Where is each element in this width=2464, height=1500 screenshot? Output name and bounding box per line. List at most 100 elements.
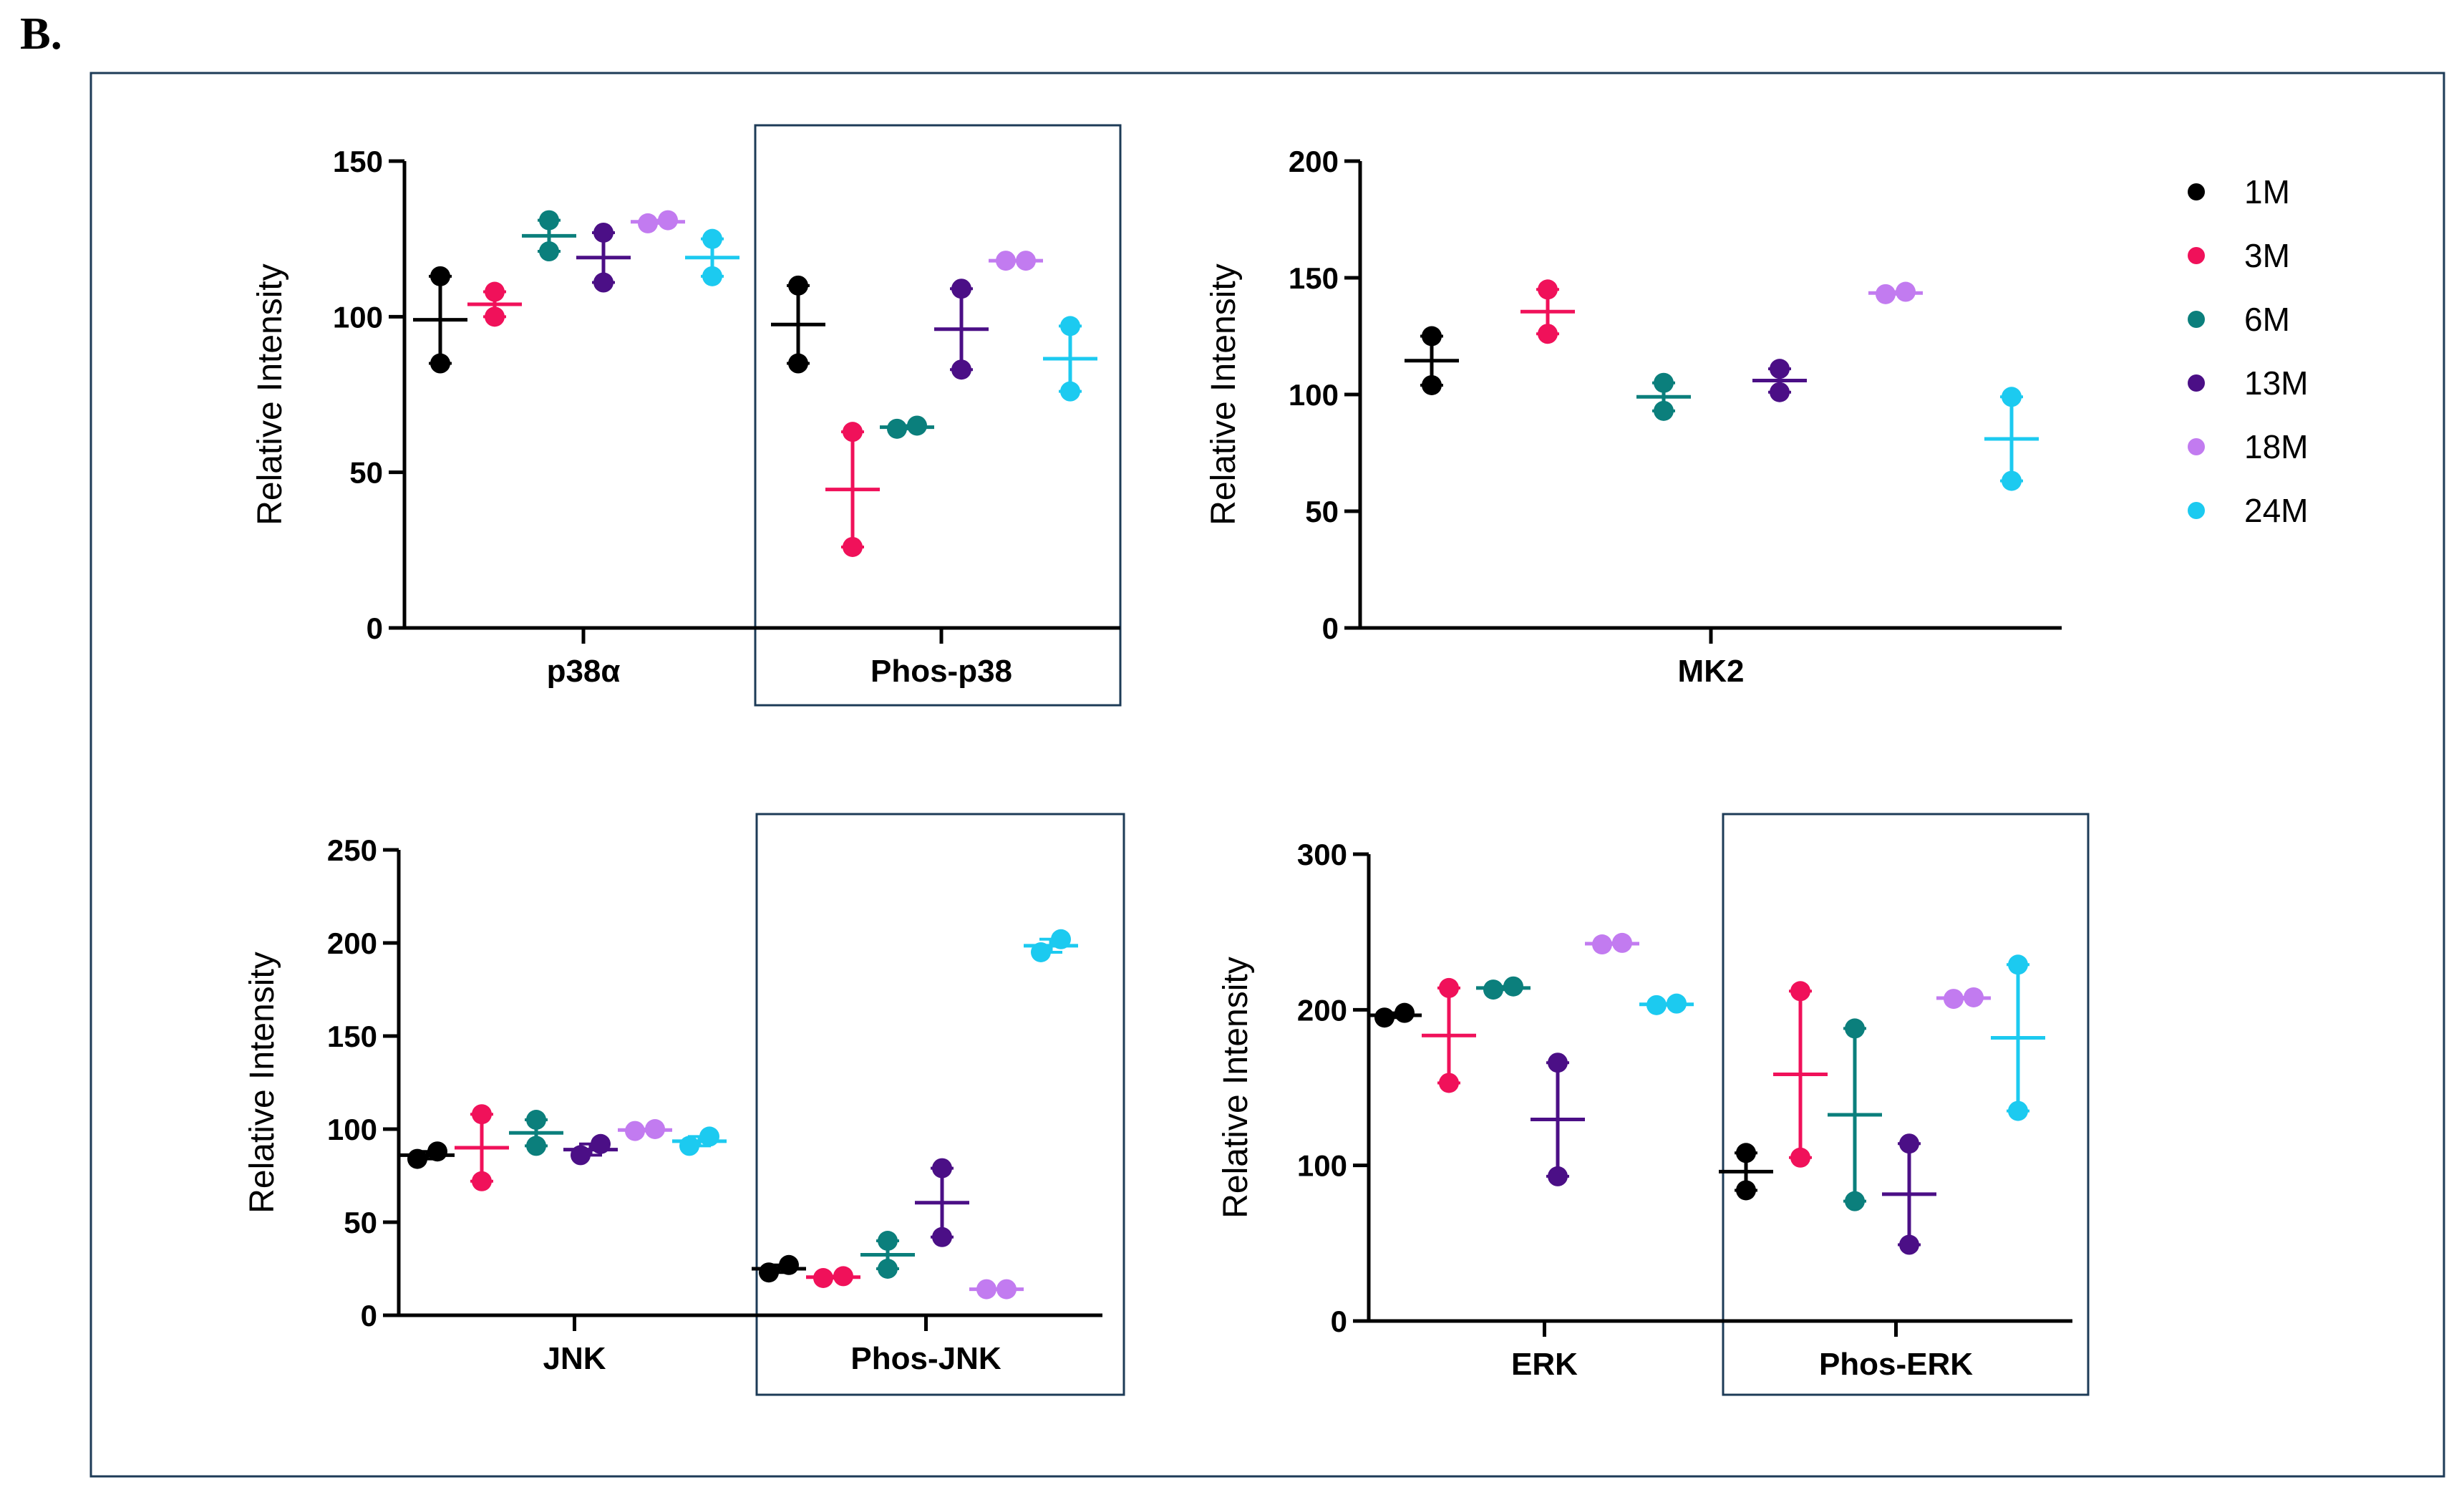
series-24M-ERK — [1639, 993, 1694, 1015]
data-point — [788, 353, 808, 374]
y-tick-label: 0 — [1331, 1305, 1347, 1338]
series-24M-Phos-ERK — [1991, 954, 2045, 1121]
y-tick-label: 300 — [1297, 838, 1347, 871]
data-point — [625, 1121, 645, 1141]
series-18M-Phos-p38 — [989, 251, 1043, 271]
y-tick-label: 200 — [327, 926, 377, 960]
series-13M-MK2 — [1752, 359, 1807, 402]
data-point — [1899, 1133, 1919, 1154]
data-point — [1548, 1166, 1568, 1186]
y-axis-title: Relative Intensity — [251, 263, 289, 526]
data-point — [702, 228, 722, 249]
data-point — [539, 241, 559, 262]
legend-label: 6M — [2244, 301, 2290, 338]
y-tick-label: 0 — [367, 611, 383, 645]
data-point — [813, 1268, 833, 1288]
data-point — [2008, 1100, 2028, 1121]
series-6M-p38α — [522, 210, 576, 262]
data-point — [1654, 372, 1674, 393]
data-point — [1060, 316, 1080, 337]
y-tick-label: 100 — [1297, 1149, 1347, 1183]
series-3M-Phos-p38 — [825, 422, 880, 557]
series-13M-Phos-ERK — [1882, 1133, 1936, 1255]
data-point — [1439, 977, 1459, 998]
data-point — [1896, 281, 1916, 302]
data-point — [976, 1279, 996, 1300]
data-point — [679, 1136, 699, 1156]
data-point — [951, 359, 971, 380]
data-point — [1770, 359, 1790, 379]
data-point — [759, 1262, 779, 1283]
chart-2: 0 50 100 150 200 Relative Intensity MK2 — [1205, 145, 2062, 689]
data-point — [1483, 979, 1503, 1000]
series-24M-JNK — [672, 1126, 727, 1156]
highlight-box — [754, 124, 1122, 707]
series-1M-p38α — [413, 266, 467, 374]
data-point — [593, 272, 613, 293]
series-18M-Phos-ERK — [1936, 987, 1991, 1010]
data-point — [1538, 279, 1558, 300]
data-point — [1374, 1007, 1395, 1028]
data-point — [699, 1126, 719, 1147]
series-18M-MK2 — [1868, 281, 1923, 304]
data-point — [887, 418, 907, 439]
data-point — [878, 1259, 898, 1279]
data-point — [1646, 995, 1667, 1015]
data-point — [1790, 1147, 1810, 1168]
data-point — [427, 1141, 447, 1162]
data-point — [1422, 326, 1442, 347]
legend-label: 3M — [2244, 237, 2290, 274]
legend-label: 1M — [2244, 173, 2290, 211]
chart-3: 0 50 100 150 200 250 Relative Intensity JNK Phos… — [243, 813, 1125, 1396]
data-point — [702, 266, 722, 286]
data-point — [932, 1226, 952, 1247]
data-point — [430, 353, 450, 374]
y-tick-label: 100 — [1289, 378, 1339, 412]
data-point — [1060, 381, 1080, 402]
series-1M-ERK — [1367, 1002, 1422, 1028]
data-point — [1964, 987, 1984, 1007]
y-tick-label: 100 — [333, 300, 383, 334]
series-13M-ERK — [1531, 1053, 1585, 1186]
series-24M-p38α — [685, 228, 739, 286]
data-point — [1876, 284, 1896, 304]
y-tick-label: 0 — [361, 1299, 377, 1332]
legend-label: 18M — [2244, 428, 2308, 465]
y-tick-label: 0 — [1322, 611, 1339, 645]
data-point — [1736, 1180, 1756, 1201]
data-point — [878, 1231, 898, 1251]
legend-marker — [2188, 438, 2205, 455]
series-3M-ERK — [1422, 977, 1476, 1093]
data-point — [843, 536, 863, 557]
data-point — [472, 1104, 492, 1125]
data-point — [1548, 1053, 1568, 1073]
data-point — [571, 1145, 591, 1166]
data-point — [658, 210, 678, 231]
series-1M-Phos-JNK — [752, 1254, 806, 1283]
series-6M-ERK — [1476, 976, 1531, 1000]
data-point — [1845, 1018, 1865, 1039]
y-tick-label: 100 — [327, 1113, 377, 1146]
series-13M-Phos-p38 — [934, 279, 989, 380]
data-point — [1422, 374, 1442, 395]
data-point — [788, 275, 808, 296]
series-13M-p38α — [576, 222, 631, 293]
data-point — [996, 251, 1016, 271]
data-point — [951, 279, 971, 299]
series-6M-Phos-JNK — [860, 1231, 915, 1279]
x-tick-label: JNK — [543, 1341, 606, 1376]
data-point — [1944, 989, 1964, 1010]
series-24M-MK2 — [1984, 387, 2039, 491]
series-6M-MK2 — [1636, 372, 1691, 421]
chart-4: 0 100 200 300 Relative Intensity ERK Phos-ERK — [1217, 813, 2090, 1396]
y-tick-label: 150 — [327, 1020, 377, 1053]
data-point — [779, 1254, 799, 1275]
data-point — [1612, 932, 1632, 953]
data-point — [932, 1158, 952, 1179]
highlight-box — [1722, 813, 2090, 1396]
series-18M-p38α — [631, 210, 685, 233]
y-tick-label: 50 — [1305, 495, 1339, 528]
data-point — [526, 1110, 546, 1130]
data-point — [1395, 1002, 1415, 1023]
data-point — [1538, 324, 1558, 344]
